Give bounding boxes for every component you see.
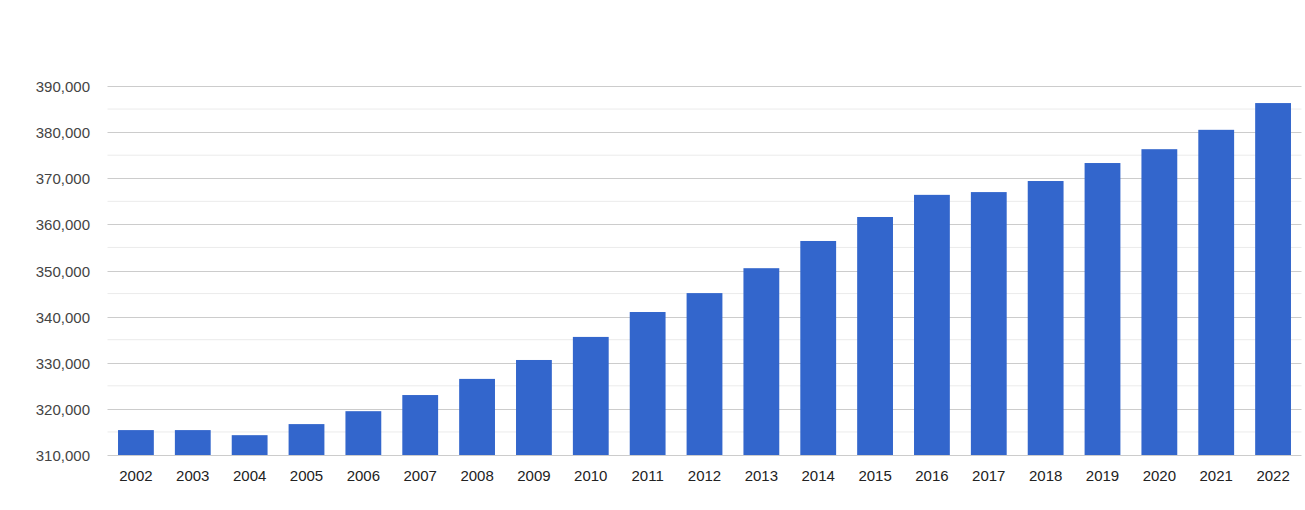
minor-grid-line bbox=[108, 109, 1302, 110]
bar bbox=[573, 337, 609, 455]
y-tick-label: 360,000 bbox=[36, 216, 90, 233]
bar bbox=[1255, 103, 1291, 455]
bar bbox=[857, 217, 893, 455]
x-tick-label: 2010 bbox=[574, 467, 607, 484]
x-tick-label: 2013 bbox=[745, 467, 778, 484]
bar bbox=[232, 435, 268, 455]
bar bbox=[971, 192, 1007, 455]
bar bbox=[1141, 149, 1177, 455]
y-tick-label: 390,000 bbox=[36, 78, 90, 95]
grid-line bbox=[108, 178, 1302, 179]
bar bbox=[743, 268, 779, 455]
x-tick-label: 2015 bbox=[858, 467, 891, 484]
x-tick-label: 2012 bbox=[688, 467, 721, 484]
x-tick-label: 2017 bbox=[972, 467, 1005, 484]
x-tick-label: 2014 bbox=[802, 467, 835, 484]
bar bbox=[459, 379, 495, 455]
bar bbox=[1198, 130, 1234, 455]
grid-line bbox=[108, 86, 1302, 87]
grid-line bbox=[108, 224, 1302, 225]
y-tick-label: 370,000 bbox=[36, 170, 90, 187]
minor-grid-line bbox=[108, 247, 1302, 248]
x-tick-label: 2008 bbox=[460, 467, 493, 484]
bar bbox=[402, 395, 438, 455]
bar bbox=[345, 411, 381, 455]
chart: 310,000 320,000 330,000 340,000 350,000 360,0… bbox=[0, 0, 1305, 510]
bar bbox=[630, 312, 666, 455]
x-tick-label: 2009 bbox=[517, 467, 550, 484]
x-tick-label: 2022 bbox=[1256, 467, 1289, 484]
x-tick-label: 2021 bbox=[1200, 467, 1233, 484]
minor-grid-line bbox=[108, 155, 1302, 156]
grid-line bbox=[108, 271, 1302, 272]
x-tick-label: 2006 bbox=[347, 467, 380, 484]
x-tick-label: 2018 bbox=[1029, 467, 1062, 484]
bar bbox=[516, 360, 552, 455]
x-tick-label: 2002 bbox=[119, 467, 152, 484]
minor-grid-line bbox=[108, 201, 1302, 202]
x-tick-label: 2011 bbox=[632, 467, 664, 484]
y-tick-label: 380,000 bbox=[36, 124, 90, 141]
x-tick-label: 2004 bbox=[233, 467, 266, 484]
grid-line bbox=[108, 132, 1302, 133]
x-tick-label: 2016 bbox=[915, 467, 948, 484]
y-tick-label: 320,000 bbox=[36, 401, 90, 418]
bar bbox=[1028, 181, 1064, 455]
x-tick-label: 2005 bbox=[290, 467, 323, 484]
x-tick-label: 2020 bbox=[1143, 467, 1176, 484]
bar bbox=[175, 430, 211, 455]
y-tick-label: 310,000 bbox=[36, 447, 90, 464]
y-tick-label: 340,000 bbox=[36, 309, 90, 326]
bar bbox=[914, 195, 950, 455]
x-tick-label: 2007 bbox=[404, 467, 437, 484]
bar bbox=[289, 424, 325, 455]
y-tick-label: 350,000 bbox=[36, 263, 90, 280]
grid-line bbox=[108, 455, 1302, 456]
x-tick-label: 2003 bbox=[176, 467, 209, 484]
bars bbox=[118, 103, 1291, 455]
bar bbox=[687, 293, 723, 455]
bar bbox=[1085, 163, 1121, 455]
y-tick-label: 330,000 bbox=[36, 355, 90, 372]
grid bbox=[108, 87, 1302, 456]
x-tick-label: 2019 bbox=[1086, 467, 1119, 484]
bar bbox=[118, 430, 154, 455]
bar bbox=[800, 241, 836, 455]
